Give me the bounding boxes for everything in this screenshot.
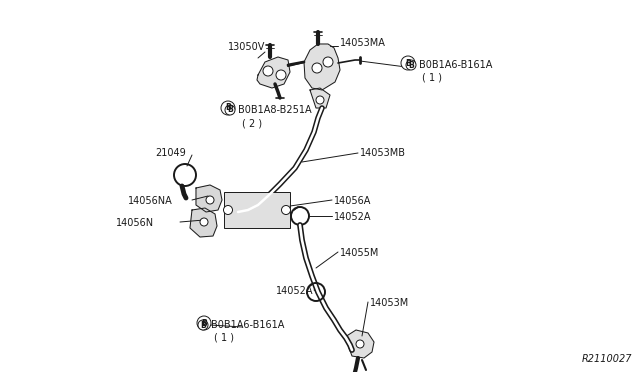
Circle shape bbox=[225, 105, 235, 115]
Text: B: B bbox=[201, 318, 207, 327]
Circle shape bbox=[198, 320, 208, 330]
Text: 13050V: 13050V bbox=[228, 42, 265, 52]
Circle shape bbox=[200, 218, 208, 226]
Text: B: B bbox=[227, 106, 233, 115]
Text: ( 1 ): ( 1 ) bbox=[214, 333, 234, 343]
Circle shape bbox=[323, 57, 333, 67]
Text: 14053MA: 14053MA bbox=[340, 38, 386, 48]
Polygon shape bbox=[190, 208, 217, 237]
Circle shape bbox=[263, 66, 273, 76]
Text: B0B1A6-B161A: B0B1A6-B161A bbox=[419, 60, 492, 70]
Text: 14053MB: 14053MB bbox=[360, 148, 406, 158]
Circle shape bbox=[221, 101, 235, 115]
Text: 14056N: 14056N bbox=[116, 218, 154, 228]
Text: B0B1A6-B161A: B0B1A6-B161A bbox=[211, 320, 284, 330]
Text: 14052A: 14052A bbox=[276, 286, 314, 296]
Text: B0B1A8-B251A: B0B1A8-B251A bbox=[238, 105, 312, 115]
FancyBboxPatch shape bbox=[224, 192, 290, 228]
Text: 14052A: 14052A bbox=[334, 212, 371, 222]
Circle shape bbox=[356, 340, 364, 348]
Circle shape bbox=[316, 96, 324, 104]
Text: ( 1 ): ( 1 ) bbox=[422, 73, 442, 83]
Text: R2110027: R2110027 bbox=[582, 354, 632, 364]
Circle shape bbox=[197, 316, 211, 330]
Polygon shape bbox=[345, 330, 374, 358]
Polygon shape bbox=[310, 88, 330, 108]
Text: 14055M: 14055M bbox=[340, 248, 380, 258]
Circle shape bbox=[276, 70, 286, 80]
Circle shape bbox=[223, 205, 232, 215]
Text: B: B bbox=[225, 103, 231, 112]
Circle shape bbox=[312, 63, 322, 73]
Text: 14056NA: 14056NA bbox=[128, 196, 173, 206]
Circle shape bbox=[282, 205, 291, 215]
Polygon shape bbox=[304, 44, 340, 90]
Text: 14053M: 14053M bbox=[370, 298, 409, 308]
Circle shape bbox=[406, 60, 416, 70]
Text: B: B bbox=[408, 61, 414, 70]
Polygon shape bbox=[196, 185, 222, 212]
Text: 21049: 21049 bbox=[155, 148, 186, 158]
Text: 14056A: 14056A bbox=[334, 196, 371, 206]
Text: B: B bbox=[405, 58, 411, 67]
Circle shape bbox=[401, 56, 415, 70]
Text: ( 2 ): ( 2 ) bbox=[242, 118, 262, 128]
Text: B: B bbox=[200, 321, 206, 330]
Polygon shape bbox=[257, 57, 290, 88]
Circle shape bbox=[206, 196, 214, 204]
